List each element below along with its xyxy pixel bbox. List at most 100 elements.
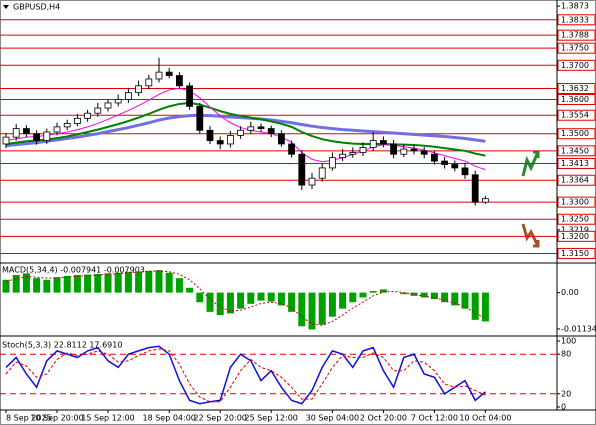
candle-body xyxy=(226,135,234,145)
level-box xyxy=(557,59,596,71)
candle-body xyxy=(400,148,408,155)
candle-body xyxy=(318,167,326,179)
macd-bar xyxy=(359,292,367,298)
level-box xyxy=(557,247,596,259)
macd-bar xyxy=(288,292,296,312)
macd-bar xyxy=(124,271,132,293)
candle-body xyxy=(145,78,153,87)
candle-body xyxy=(410,148,418,152)
level-label: 1.3500 xyxy=(561,129,589,138)
macd-bar xyxy=(471,292,479,320)
macd-bar xyxy=(145,270,153,293)
macd-bar xyxy=(339,292,347,309)
macd-bar xyxy=(430,292,438,300)
candle-body xyxy=(237,129,245,136)
macd-bar xyxy=(63,275,71,293)
level-box xyxy=(557,94,596,105)
candle-body xyxy=(461,167,469,176)
level-box xyxy=(557,145,596,157)
candle-body xyxy=(12,128,20,138)
candle-body xyxy=(369,140,377,148)
level-box xyxy=(557,157,596,169)
level-label: 1.3700 xyxy=(561,61,589,70)
y-tick-label: 20 xyxy=(561,389,571,398)
candle-body xyxy=(420,150,428,155)
macd-bar xyxy=(94,274,102,293)
candle-body xyxy=(94,107,102,114)
candle-body xyxy=(186,85,194,107)
line-series xyxy=(5,113,486,148)
candle-body xyxy=(43,131,51,141)
candle-body xyxy=(53,126,61,133)
level-label: 1.3250 xyxy=(561,215,589,224)
macd-bar xyxy=(410,292,418,296)
candle-body xyxy=(481,198,489,203)
macd-bar xyxy=(420,292,428,298)
line-series xyxy=(5,345,486,405)
macd-title: MACD(5,34,4) -0.007941 -0.007903 xyxy=(2,266,145,275)
macd-bar xyxy=(277,292,285,306)
candle-body xyxy=(288,143,296,155)
candle-body xyxy=(206,129,214,141)
level-label: 1.3364 xyxy=(561,176,589,185)
candle-body xyxy=(267,128,275,135)
macd-bar xyxy=(451,292,459,306)
candle-body xyxy=(125,92,132,100)
candle-body xyxy=(308,177,316,186)
macd-bar xyxy=(84,274,92,293)
candle-body xyxy=(441,160,449,165)
y-tick-label: 0 xyxy=(561,403,566,412)
level-label: 1.3833 xyxy=(561,15,589,24)
candle-body xyxy=(84,112,91,119)
macd-bar xyxy=(237,292,245,309)
macd-bar xyxy=(73,274,81,293)
candle-body xyxy=(379,140,387,145)
candle-body xyxy=(135,85,143,94)
candle-body xyxy=(33,133,40,141)
macd-bar xyxy=(308,292,316,330)
macd-bar xyxy=(22,273,30,293)
candle-body xyxy=(104,102,112,109)
level-label: 1.3300 xyxy=(561,198,589,207)
x-tick-label: 10 Oct 04:00 xyxy=(459,414,511,423)
x-tick-label: 25 Sep 12:00 xyxy=(244,414,297,423)
candle-body xyxy=(328,157,336,169)
level-label: 1.3554 xyxy=(561,111,589,120)
level-box xyxy=(557,83,596,95)
level-box xyxy=(557,29,596,41)
level-box xyxy=(557,230,596,242)
macd-bar xyxy=(318,292,326,325)
level-label: 1.3200 xyxy=(561,232,589,241)
candle-body xyxy=(114,99,122,104)
macd-bar xyxy=(206,292,214,312)
macd-bar xyxy=(33,278,41,293)
level-label: 1.3788 xyxy=(561,31,589,40)
candle-body xyxy=(471,174,479,203)
macd-bar xyxy=(461,292,469,309)
candle-body xyxy=(196,105,204,131)
candle-body xyxy=(175,75,183,87)
level-box xyxy=(557,14,596,26)
macd-bar xyxy=(43,279,51,293)
macd-bar xyxy=(165,272,173,293)
candle-body xyxy=(247,126,255,131)
line-series xyxy=(5,348,486,403)
candle-body xyxy=(216,140,224,145)
candle-body xyxy=(257,126,265,129)
candle-body xyxy=(390,143,398,155)
candle-body xyxy=(298,153,306,186)
y-tick-label: -0.011344 xyxy=(561,324,596,333)
level-box xyxy=(557,109,596,121)
line-series xyxy=(5,101,486,157)
macd-bar xyxy=(298,292,306,327)
chart-title: GBPUSD,H4 xyxy=(13,3,60,12)
line-series xyxy=(5,270,486,326)
candle-body xyxy=(63,123,71,128)
candle-body xyxy=(451,164,459,169)
macd-bar xyxy=(267,292,275,302)
macd-bar xyxy=(114,272,122,293)
candle-body xyxy=(359,146,367,153)
macd-bar xyxy=(400,292,408,295)
